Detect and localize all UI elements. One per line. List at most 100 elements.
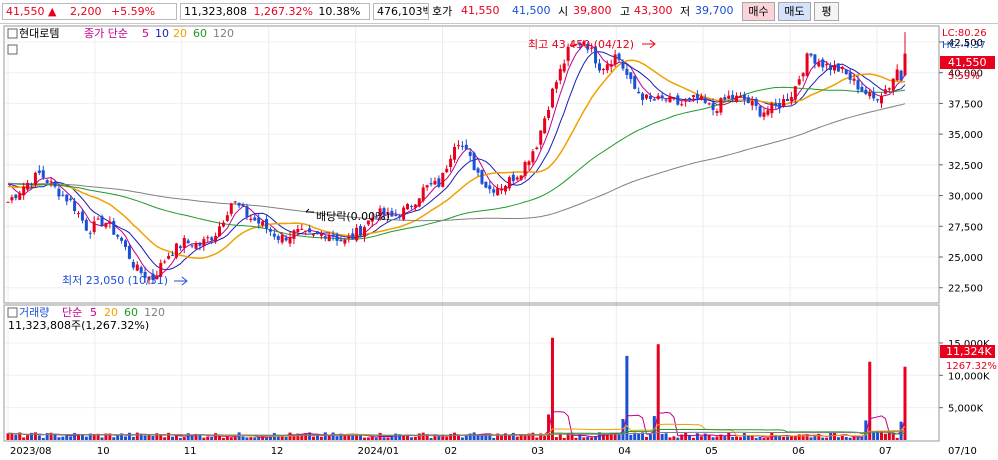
- candle-body: [578, 43, 582, 46]
- ma-line-60: [7, 86, 906, 240]
- low-label: 저: [680, 5, 691, 18]
- candle-body: [711, 103, 715, 110]
- candle-body: [652, 99, 656, 101]
- candle-body: [280, 235, 284, 243]
- volume-bar: [464, 435, 468, 440]
- candle-body: [288, 237, 292, 244]
- volume-bar: [735, 436, 739, 440]
- volume-bar: [456, 435, 460, 440]
- candle-body: [135, 264, 139, 271]
- candle-body: [441, 172, 445, 187]
- volume-bar: [594, 436, 598, 440]
- eval-button[interactable]: 평: [814, 2, 839, 21]
- volume-bar: [245, 437, 249, 440]
- volume-bar: [308, 432, 312, 440]
- candle-body: [437, 178, 441, 187]
- time-tick-label: 12: [271, 446, 284, 457]
- candle-body: [198, 243, 202, 246]
- volume-bar: [92, 434, 96, 440]
- volume-bar: [84, 436, 88, 440]
- candle-body: [468, 151, 472, 156]
- volume-bar: [327, 435, 331, 440]
- candle-body: [644, 94, 648, 99]
- candle-body: [727, 95, 731, 99]
- volume-bar: [727, 432, 731, 440]
- volume-bar: [789, 435, 793, 440]
- candle-body: [691, 95, 695, 98]
- volume-bar: [848, 437, 852, 440]
- volume-bar: [613, 434, 617, 440]
- candle-body: [785, 98, 789, 101]
- candle-body: [821, 59, 825, 68]
- volume-bar: [664, 433, 668, 440]
- candle-body: [139, 267, 143, 273]
- volume-tick-label: 15,000K: [948, 339, 990, 350]
- legend-checkbox-icon[interactable]: [7, 44, 18, 55]
- candle-body: [296, 228, 300, 232]
- candle-body: [609, 64, 613, 67]
- legend-checkbox-icon[interactable]: [7, 307, 18, 318]
- candle-body: [108, 221, 112, 224]
- volume-bar: [578, 434, 582, 440]
- volume-bar: [127, 432, 131, 440]
- volume-bar: [511, 432, 515, 440]
- volume-bar: [609, 433, 613, 440]
- candle-body: [163, 261, 167, 263]
- volume-bar: [864, 420, 868, 440]
- ma-10-legend: 10: [155, 27, 169, 40]
- volume-bar: [339, 433, 343, 440]
- volume-bar: [147, 434, 151, 440]
- volume-bar: [703, 433, 707, 440]
- candle-body: [660, 95, 664, 98]
- volume-bar: [402, 435, 406, 440]
- candle-body: [766, 110, 770, 115]
- volume-bar: [171, 436, 175, 440]
- volume-bar: [445, 436, 449, 440]
- candle-body: [425, 185, 429, 188]
- candle-body: [382, 208, 386, 216]
- volume-bar: [296, 433, 300, 440]
- candle-body: [523, 162, 527, 177]
- time-axis: 2023/08 10 11 12 2024/01 02 03 04 05 06 07: [10, 446, 892, 457]
- volume-bar: [69, 436, 73, 440]
- candle-body: [292, 230, 296, 239]
- volume-bar: [304, 433, 308, 440]
- volume-bar: [558, 433, 562, 440]
- volume-bar: [797, 434, 801, 440]
- volume-bar: [362, 437, 366, 440]
- price-tick-label: 37,500: [948, 99, 983, 110]
- volume-bar: [182, 437, 186, 440]
- current-price: 41,550: [6, 5, 45, 18]
- volume-bar: [785, 436, 789, 440]
- quote-label: 호가: [432, 5, 453, 18]
- volume-bar: [762, 437, 766, 440]
- volume-bar: [625, 355, 629, 440]
- candle-body: [41, 170, 45, 178]
- volume-bar: [319, 436, 323, 440]
- sell-button[interactable]: 매도: [778, 2, 811, 21]
- volume-bar: [421, 432, 425, 440]
- volume-bar: [347, 433, 351, 440]
- volume-bar: [691, 437, 695, 440]
- buy-button[interactable]: 매수: [742, 2, 775, 21]
- volume-bar: [809, 437, 813, 440]
- candle-body: [421, 187, 425, 201]
- volume-bar: [699, 436, 703, 440]
- candle-body: [182, 238, 186, 248]
- stock-name: 현대로템: [19, 27, 59, 40]
- candle-body: [245, 206, 249, 218]
- volume-bar: [707, 434, 711, 440]
- volume-bar: [206, 436, 210, 440]
- candle-body: [476, 168, 480, 173]
- candle-body: [190, 245, 194, 247]
- volume-bar: [323, 432, 327, 440]
- volume-bar: [860, 437, 864, 440]
- candle-body: [402, 207, 406, 220]
- volume-bar: [41, 437, 45, 440]
- volume-bar: [284, 436, 288, 440]
- legend-checkbox-icon[interactable]: [7, 28, 18, 39]
- volume-bar: [194, 433, 198, 440]
- candle-body: [26, 182, 30, 190]
- candle-body: [143, 271, 147, 278]
- ask-price: 41,550: [458, 3, 500, 20]
